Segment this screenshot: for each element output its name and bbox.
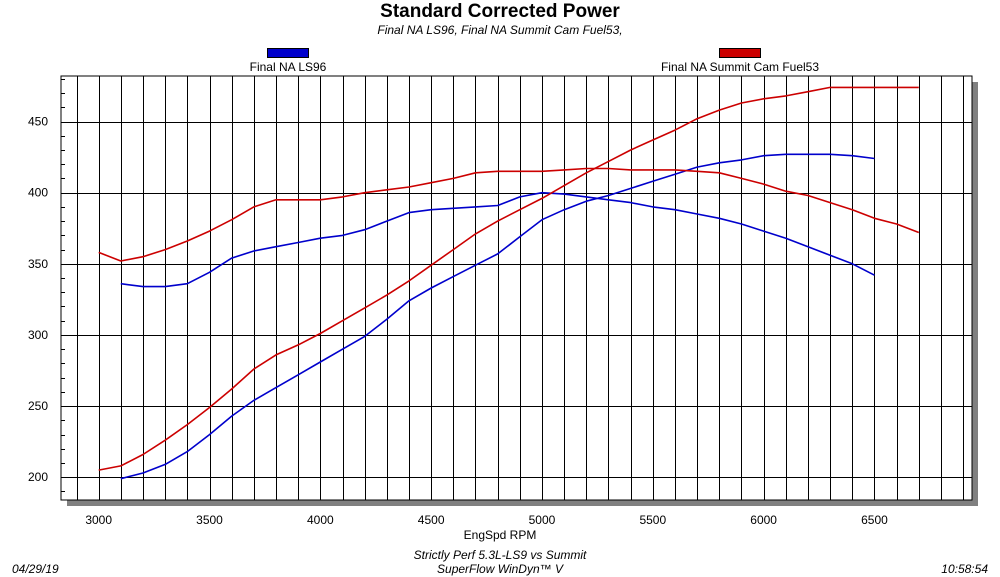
legend-label-series-2: Final NA Summit Cam Fuel53 — [660, 60, 820, 74]
series-line-2-1 — [98, 86, 919, 471]
footer-line-1: Strictly Perf 5.3L-LS9 vs Summit — [413, 548, 587, 562]
footer-time: 10:58:54 — [941, 562, 988, 576]
y-tick-label: 350 — [28, 257, 48, 271]
y-tick-label: 450 — [28, 115, 48, 129]
legend-label-series-1: Final NA LS96 — [249, 60, 327, 74]
footer-date: 04/29/19 — [12, 562, 59, 576]
x-tick-label: 5500 — [639, 513, 666, 527]
axis-ticks: 200 250 300 350 400 450 3000 3500 4000 4500 5000 55… — [28, 79, 888, 527]
grid-lines — [61, 76, 972, 500]
y-tick-label: 400 — [28, 186, 48, 200]
series-line-1-2 — [120, 191, 875, 288]
legend-item-series-2: Final NA Summit Cam Fuel53 — [645, 48, 835, 74]
y-tick-label: 250 — [28, 399, 48, 413]
x-tick-label: 3500 — [196, 513, 223, 527]
x-tick-label: 3000 — [85, 513, 112, 527]
series-line-1-1 — [120, 153, 875, 480]
chart-subtitle: Final NA LS96, Final NA Summit Cam Fuel5… — [377, 23, 623, 37]
legend-item-series-1: Final NA LS96 — [228, 48, 348, 74]
legend-swatch-blue — [267, 48, 309, 58]
plot-area — [60, 75, 973, 501]
series-line-2-2 — [98, 167, 920, 262]
chart-title: Standard Corrected Power — [380, 1, 620, 22]
footer-line-2: SuperFlow WinDyn™ V — [437, 562, 563, 576]
x-tick-label: 4500 — [418, 513, 445, 527]
x-axis-label: EngSpd RPM — [463, 528, 537, 542]
x-tick-label: 5000 — [529, 513, 556, 527]
x-tick-label: 6500 — [861, 513, 888, 527]
x-tick-label: 4000 — [307, 513, 334, 527]
series-lines — [98, 86, 920, 480]
legend-swatch-red — [719, 48, 761, 58]
x-tick-label: 6000 — [750, 513, 777, 527]
y-tick-label: 300 — [28, 328, 48, 342]
y-tick-label: 200 — [28, 470, 48, 484]
